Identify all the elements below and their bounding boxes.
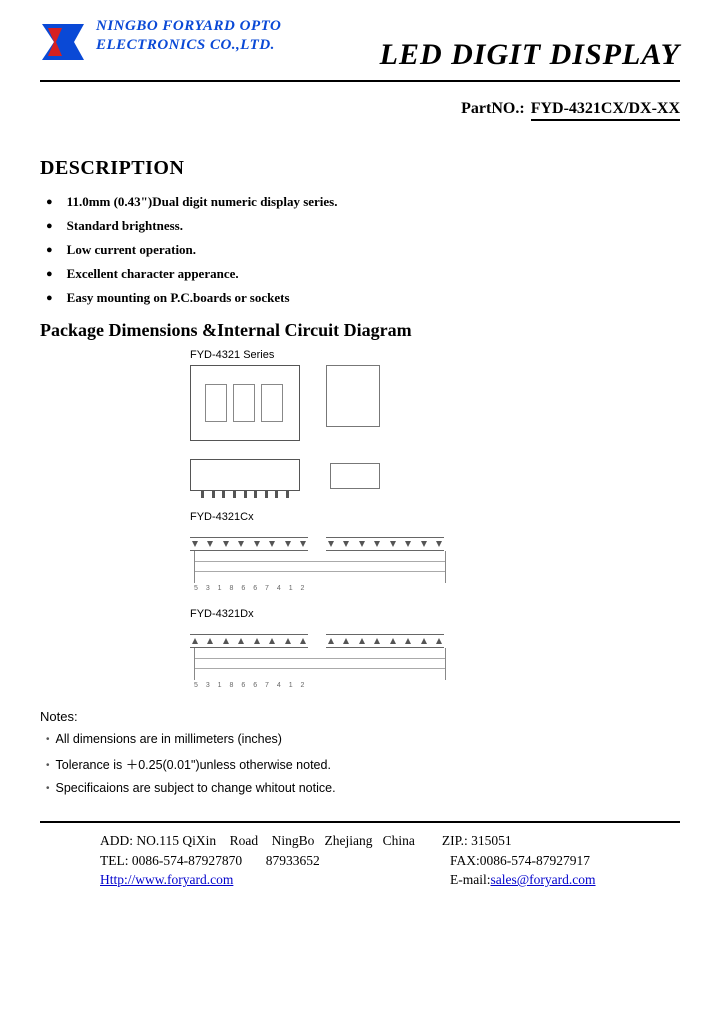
notes-list: All dimensions are in millimeters (inche…: [46, 732, 680, 795]
footer-tel: TEL: 0086-574-87927870 87933652: [100, 851, 450, 871]
circuit-diagram-dx-icon: 5 3 1 8 6 6 7 4 1 2: [190, 634, 450, 689]
package-side-view-icon: [190, 441, 300, 491]
package-end-view-icon: [330, 463, 380, 489]
bullet-item: Standard brightness.: [46, 218, 680, 234]
footer-address: ADD: NO.115 QiXin Road NingBo Zhejiang C…: [100, 831, 680, 851]
package-heading: Package Dimensions &Internal Circuit Dia…: [40, 320, 680, 341]
note-item: Specificaions are subject to change whit…: [46, 781, 680, 795]
footer-fax: FAX:0086-574-87927917: [450, 851, 680, 871]
part-number-label: PartNO.:: [461, 100, 525, 117]
part-number-value: FYD-4321CX/DX-XX: [531, 100, 680, 121]
package-detail-view-icon: [326, 365, 380, 427]
diagram-area: FYD-4321 Series FYD-4321Cx 5 3 1 8 6 6 7…: [190, 349, 680, 689]
footer-website-link[interactable]: Http://www.foryard.com: [100, 872, 233, 887]
series-label: FYD-4321 Series: [190, 349, 680, 361]
variant-c-label: FYD-4321Cx: [190, 511, 680, 523]
company-logo-icon: [40, 20, 88, 64]
note-item: All dimensions are in millimeters (inche…: [46, 732, 680, 746]
company-name-line1: NINGBO FORYARD OPTO: [96, 18, 680, 35]
bullet-item: 11.0mm (0.43")Dual digit numeric display…: [46, 194, 680, 210]
bullet-item: Easy mounting on P.C.boards or sockets: [46, 290, 680, 306]
footer-email-link[interactable]: sales@foryard.com: [491, 872, 596, 887]
description-bullets: 11.0mm (0.43")Dual digit numeric display…: [46, 194, 680, 306]
part-number-row: PartNO.: FYD-4321CX/DX-XX: [40, 100, 680, 121]
footer: ADD: NO.115 QiXin Road NingBo Zhejiang C…: [100, 831, 680, 890]
notes-heading: Notes:: [40, 709, 680, 724]
note-item: Tolerance is ＋0.25(0.01")unless otherwis…: [46, 754, 680, 773]
package-front-view-icon: [190, 365, 300, 441]
description-heading: DESCRIPTION: [40, 157, 680, 180]
bullet-item: Excellent character apperance.: [46, 266, 680, 282]
variant-d-label: FYD-4321Dx: [190, 608, 680, 620]
circuit-diagram-cx-icon: 5 3 1 8 6 6 7 4 1 2: [190, 537, 450, 592]
header-divider: [40, 80, 680, 82]
footer-divider: [40, 821, 680, 823]
bullet-item: Low current operation.: [46, 242, 680, 258]
footer-email-label: E-mail:: [450, 872, 491, 887]
